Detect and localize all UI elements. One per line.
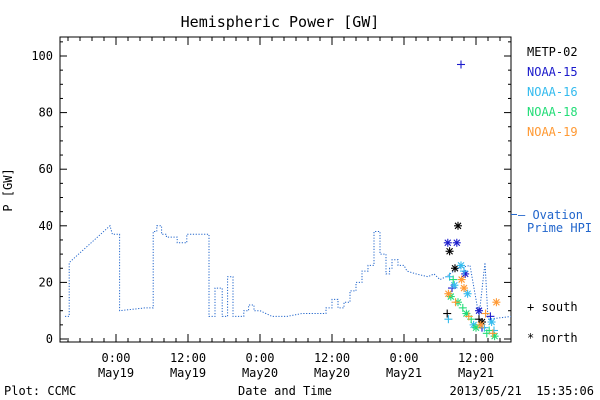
y-tick-label: 100 [31,49,53,63]
satellite-mark [452,238,461,247]
satellite-mark [451,264,459,273]
x-tick-label-time: 12:00 [170,351,206,365]
satellite-mark [487,318,496,327]
satellite-mark [444,289,453,298]
axis-ticks [60,37,511,342]
satellite-mark [460,284,468,293]
satellite-mark [464,312,473,321]
x-tick-label-date: May19 [98,366,134,380]
satellite-mark [481,309,490,318]
ovation-hpi-line [65,224,511,320]
satellite-mark [458,303,467,312]
x-tick-label-time: 12:00 [314,351,350,365]
y-tick-label: 0 [46,332,53,346]
y-tick-label: 40 [39,219,53,233]
chart-title: Hemispheric Power [GW] [181,13,380,31]
y-tick-label: 80 [39,106,53,120]
satellite-mark [451,298,460,307]
satellite-mark [460,267,468,276]
legend-entry: NOAA-16 [527,85,578,99]
satellite-mark [486,312,495,321]
x-tick-label-date: May20 [242,366,278,380]
satellite-mark [450,281,459,290]
satellite-mark [445,247,454,256]
ovation-legend-line2: Prime HPI [527,221,592,235]
satellite-mark [444,315,453,324]
legend-entry: METP-02 [527,45,578,59]
satellite-mark [476,320,485,329]
satellite-mark [492,298,501,307]
legend-entry: NOAA-19 [527,125,578,139]
plot-frame [59,36,512,343]
footer-credit: Plot: CCMC [4,384,76,398]
legend: METP-02 NOAA-15 NOAA-16 NOAA-18 NOAA-19 [527,45,578,139]
x-tick-label-date: May21 [458,366,494,380]
satellite-marks [443,60,501,341]
x-tick-label-date: May19 [170,366,206,380]
satellite-mark [457,275,466,284]
satellite-mark [488,329,497,338]
tick-labels: 0204060801000:00May1912:00May190:00May20… [31,49,494,380]
satellite-mark [443,238,452,247]
x-tick-label-time: 0:00 [246,351,275,365]
satellite-mark [475,306,483,315]
south-marker-legend: + south [527,300,578,314]
x-tick-label-time: 0:00 [390,351,419,365]
x-tick-label-date: May21 [386,366,422,380]
ovation-series [65,213,517,320]
y-tick-label: 20 [39,275,53,289]
y-tick-label: 60 [39,162,53,176]
y-axis-label: P [GW] [1,168,15,211]
x-tick-label-date: May20 [314,366,350,380]
footer-timestamp: 2013/05/21 15:35:06 [450,384,595,398]
legend-entry: NOAA-15 [527,65,578,79]
satellite-mark [463,289,472,298]
satellite-mark [443,309,452,318]
satellite-mark [457,60,465,69]
x-tick-label-time: 0:00 [102,351,131,365]
north-marker-legend: * north [527,331,578,345]
x-tick-label-time: 12:00 [458,351,494,365]
satellite-mark [457,261,465,270]
satellite-mark [454,221,462,230]
ovation-legend-line1: – Ovation [518,208,583,222]
x-axis-label: Date and Time [238,384,332,398]
legend-entry: NOAA-18 [527,105,578,119]
satellite-mark [449,275,458,284]
